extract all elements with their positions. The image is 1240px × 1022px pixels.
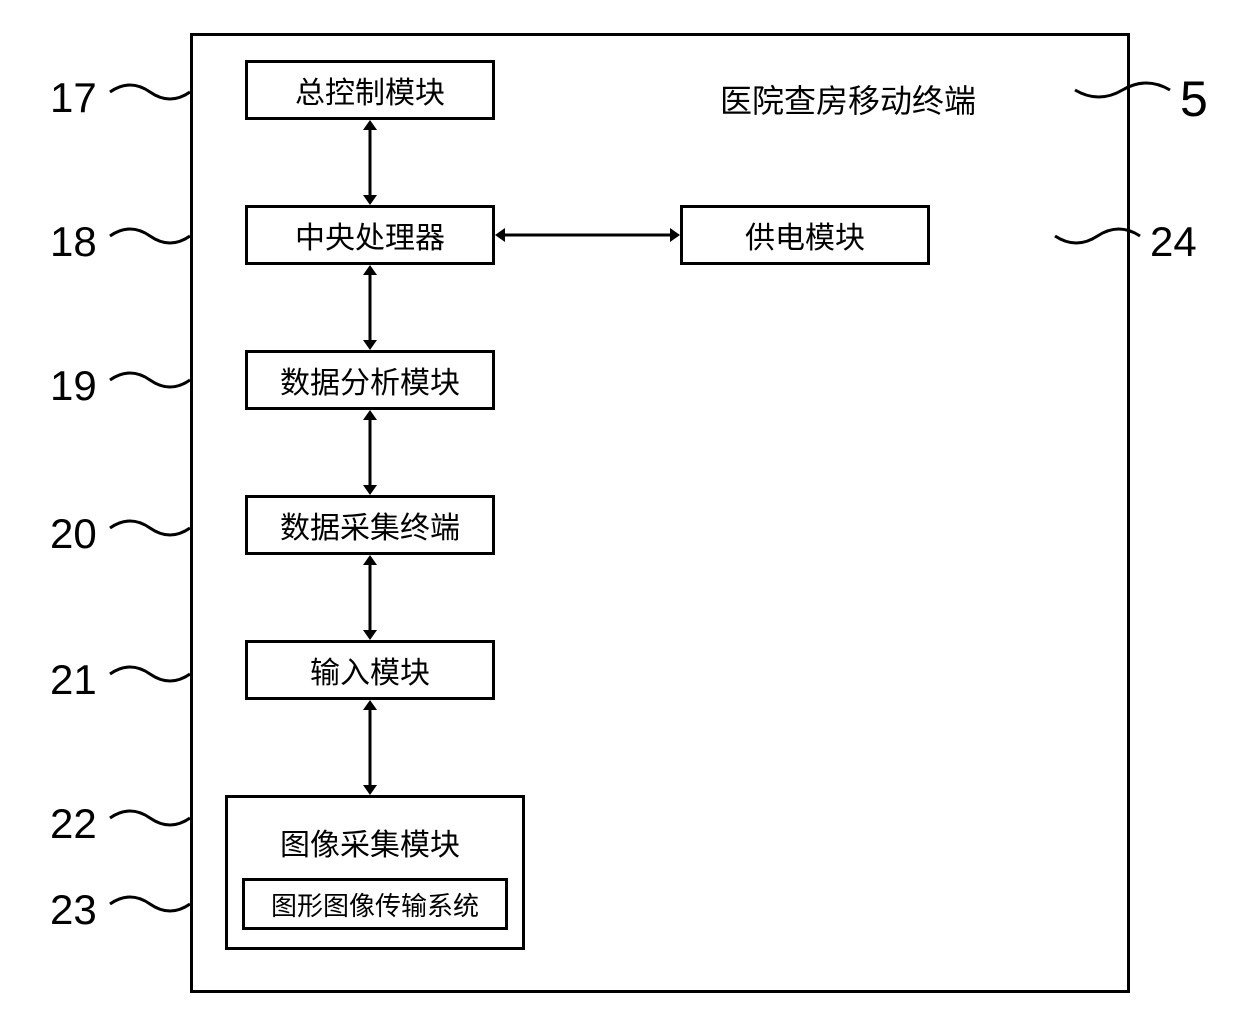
callout-22: 22 xyxy=(50,800,97,848)
callout-24: 24 xyxy=(1150,218,1197,266)
callout-23: 23 xyxy=(50,886,97,934)
callout-17: 17 xyxy=(50,74,97,122)
callout-20: 20 xyxy=(50,510,97,558)
callout-21: 21 xyxy=(50,656,97,704)
callout-18: 18 xyxy=(50,218,97,266)
callout-squiggle-layer xyxy=(0,0,1240,1022)
callout-19: 19 xyxy=(50,362,97,410)
callout-5: 5 xyxy=(1180,70,1208,128)
